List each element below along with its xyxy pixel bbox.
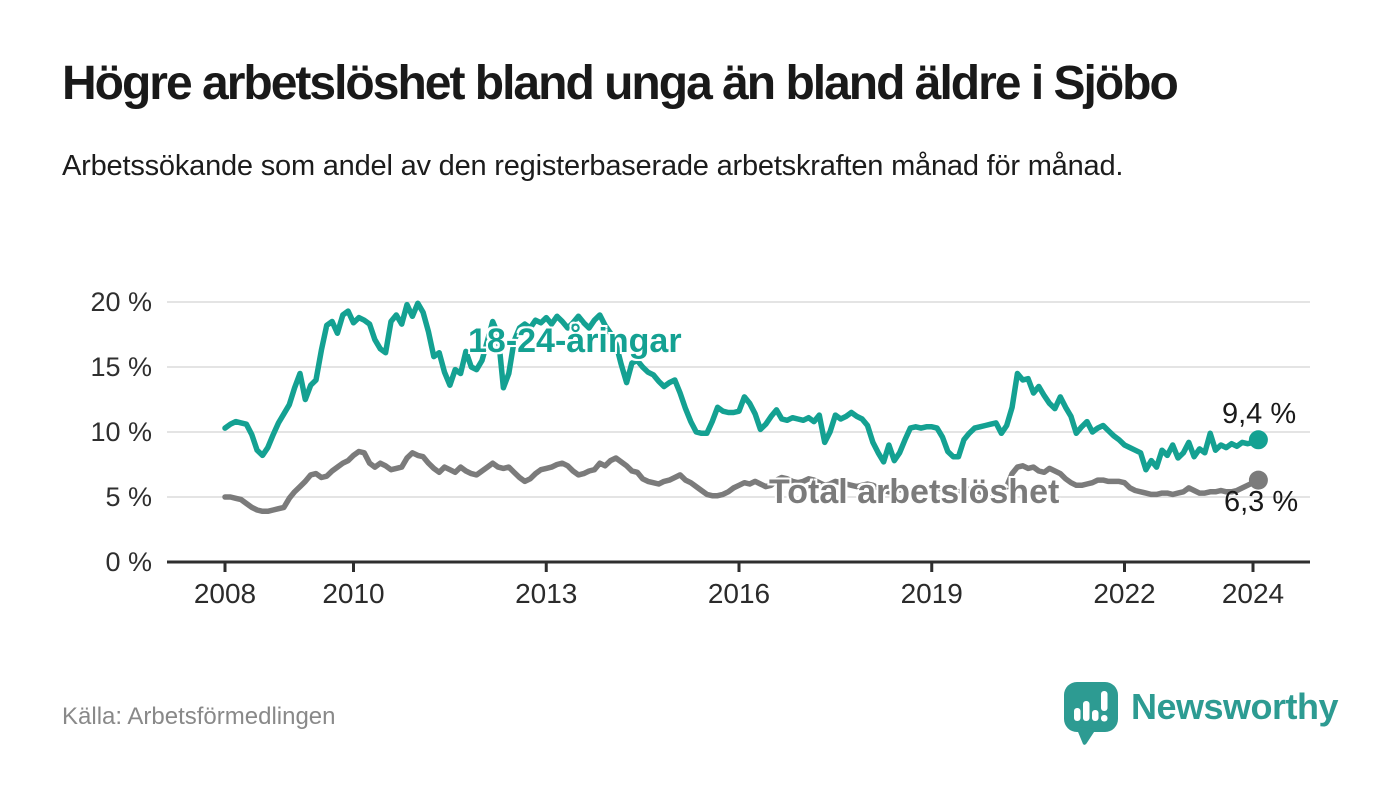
x-tick-label: 2022 xyxy=(1093,578,1156,609)
gridlines xyxy=(167,301,1310,498)
x-tick-label: 2013 xyxy=(515,578,578,609)
series-label-youth: 18-24-åringar xyxy=(468,322,682,360)
youth-end-dot xyxy=(1248,430,1268,450)
x-tick-mark xyxy=(1123,562,1126,572)
series-label-total: Total arbetslöshet xyxy=(769,473,1060,511)
x-tick-label: 2016 xyxy=(707,578,771,609)
source-note: Källa: Arbetsförmedlingen xyxy=(62,703,336,730)
x-tick-mark xyxy=(930,562,934,572)
youth-unemployment-line xyxy=(222,300,1262,473)
newsworthy-logo-icon xyxy=(1063,682,1118,745)
x-tick-label: 2019 xyxy=(900,578,963,609)
x-tick-label: 2008 xyxy=(193,578,257,609)
x-tick-mark xyxy=(737,562,741,572)
newsworthy-logo: Newsworthy xyxy=(1063,681,1339,745)
total-unemployment-line xyxy=(222,448,1262,515)
newsworthy-wordmark: Newsworthy xyxy=(1130,686,1339,727)
page-subtitle: Arbetssökande som andel av den registerb… xyxy=(62,150,1124,182)
y-tick-label: 20 % xyxy=(90,287,152,317)
end-value-total: 6,3 % xyxy=(1224,486,1299,518)
end-value-youth: 9,4 % xyxy=(1222,398,1297,430)
y-tick-label: 0 % xyxy=(105,547,152,577)
x-tick-mark xyxy=(352,562,355,572)
x-tick-label: 2024 xyxy=(1221,578,1285,609)
x-axis xyxy=(167,560,1310,572)
chart-canvas xyxy=(167,300,1310,572)
total-end-dot xyxy=(1248,470,1268,490)
x-tick-label: 2010 xyxy=(322,578,385,609)
x-tick-mark xyxy=(544,562,548,572)
unemployment-line-chart: 20 % 15 % 10 % 5 % 0 % 2008 2010 2013 2016 2019 2… xyxy=(0,270,1400,630)
x-tick-mark xyxy=(1251,562,1255,572)
y-tick-label: 5 % xyxy=(105,482,152,512)
y-tick-label: 10 % xyxy=(90,417,152,447)
page-title: Högre arbetslöshet bland unga än bland ä… xyxy=(62,57,1179,110)
x-tick-mark xyxy=(223,562,227,572)
y-tick-label: 15 % xyxy=(90,352,152,382)
